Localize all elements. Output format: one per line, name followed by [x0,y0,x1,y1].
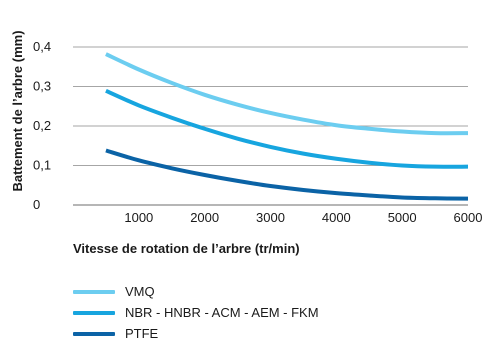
legend-label: NBR - HNBR - ACM - AEM - FKM [125,305,319,320]
legend: VMQ NBR - HNBR - ACM - AEM - FKM PTFE [73,281,319,344]
series-line-0 [105,52,469,136]
y-tick-labels: 0 0,1 0,2 0,3 0,4 [33,39,51,212]
legend-item-nbr: NBR - HNBR - ACM - AEM - FKM [73,302,319,323]
line-chart: 0 0,1 0,2 0,3 0,4 1000 2000 3000 4000 5000 6000 B… [10,30,482,225]
grid-lines [73,46,468,206]
series-lines [105,52,469,201]
y-axis-label: Battement de l’arbre (mm) [10,30,25,191]
x-tick-label: 5000 [388,210,417,225]
y-tick-label: 0,1 [33,158,51,173]
y-tick-label: 0,4 [33,39,51,54]
x-tick-label: 6000 [454,210,482,225]
x-tick-label: 4000 [322,210,351,225]
legend-item-vmq: VMQ [73,281,319,302]
y-tick-label: 0,2 [33,118,51,133]
x-tick-labels: 1000 2000 3000 4000 5000 6000 [124,210,482,225]
legend-swatch [73,289,115,294]
x-tick-label: 1000 [124,210,153,225]
legend-swatch [73,331,115,336]
y-tick-label: 0 [33,197,40,212]
series-line-2 [105,148,469,201]
series-line-1 [105,89,469,169]
x-tick-label: 3000 [256,210,285,225]
legend-label: PTFE [125,326,159,341]
legend-swatch [73,310,115,315]
y-tick-label: 0,3 [33,79,51,94]
x-tick-label: 2000 [190,210,219,225]
legend-label: VMQ [125,284,155,299]
x-axis-label: Vitesse de rotation de l’arbre (tr/min) [73,241,300,256]
legend-item-ptfe: PTFE [73,323,319,344]
